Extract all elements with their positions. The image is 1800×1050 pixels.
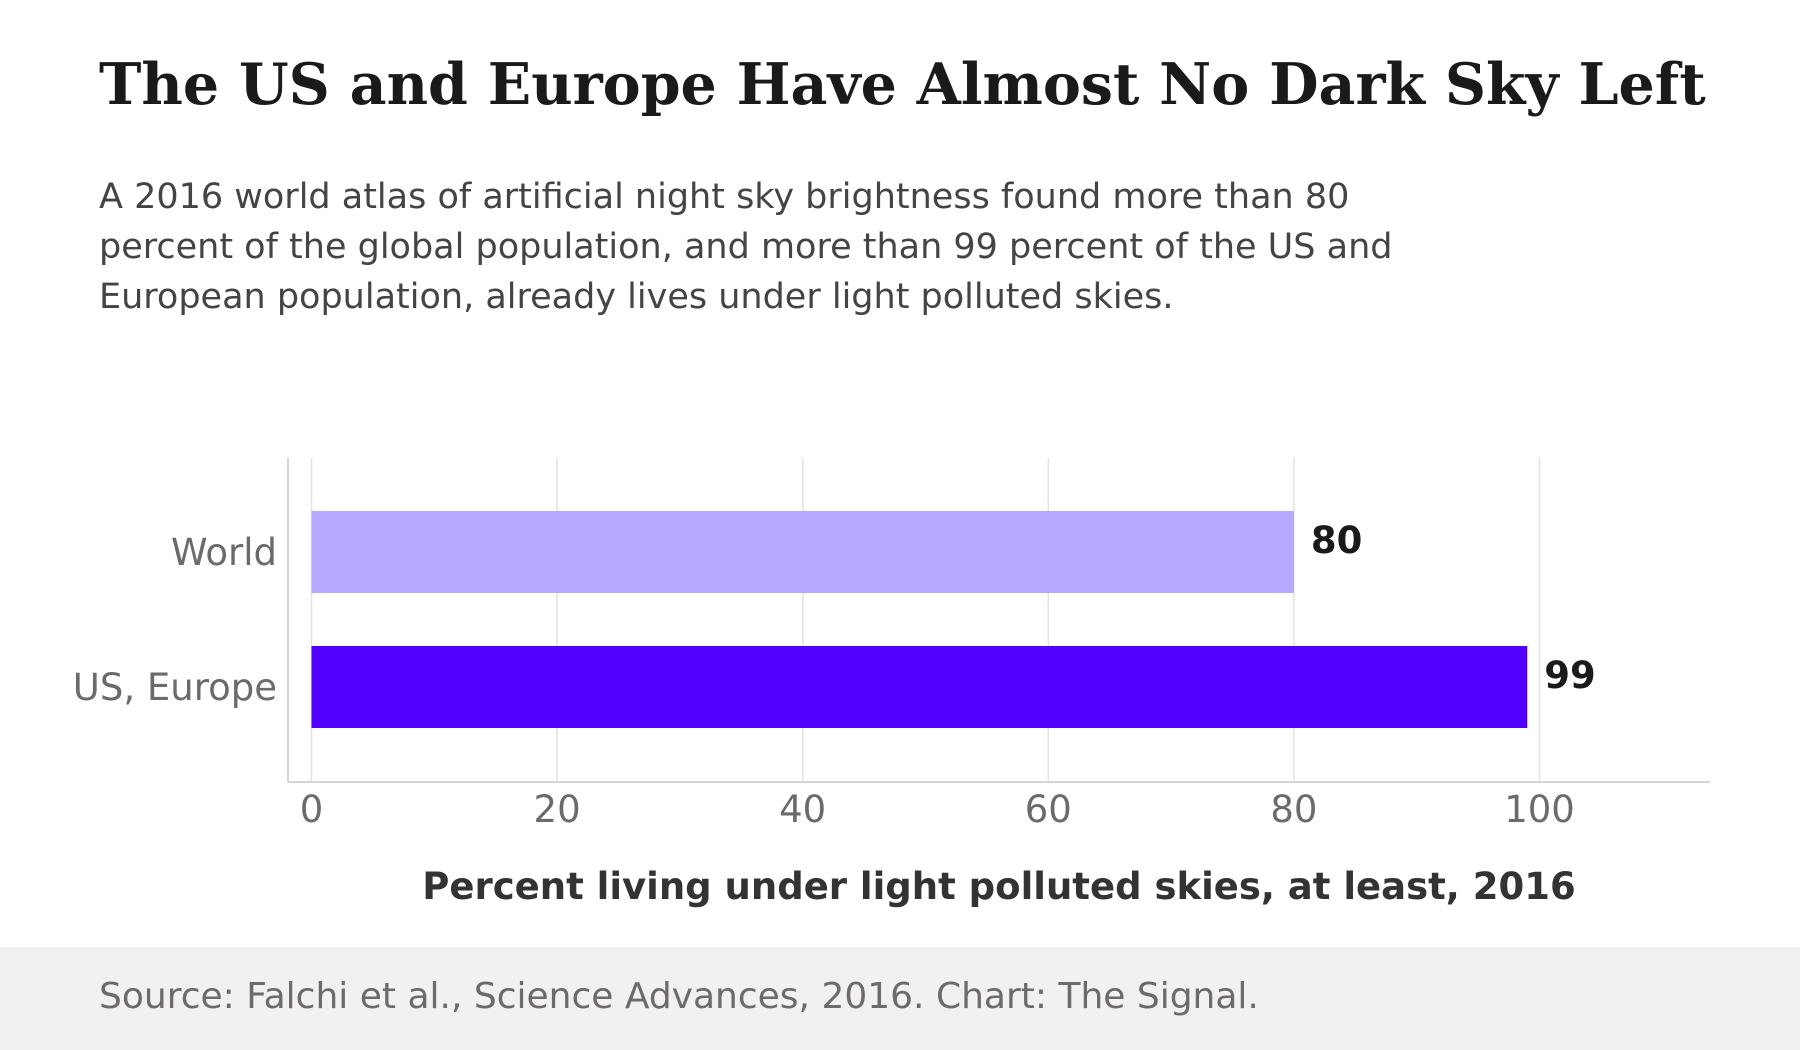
chart-subtitle: A 2016 world atlas of artificial night s… [99,177,1393,317]
x-tick-label: 100 [1504,788,1575,831]
x-axis-title: Percent living under light polluted skie… [422,865,1575,908]
label-layer: World 80 US, Europe 99 [73,519,1596,709]
x-tick-label: 60 [1025,788,1072,831]
x-tick-label: 40 [779,788,826,831]
data-label: 80 [1311,519,1363,562]
bar-chart: World 80 US, Europe 99 0 20 40 60 80 100 Percent… [73,458,1710,908]
grid-layer [310,458,1541,782]
x-tick-label: 20 [534,788,581,831]
bar-world [311,511,1294,593]
bar-layer [311,511,1528,728]
source-note: Source: Falchi et al., Science Advances,… [99,976,1259,1017]
x-tick-label: 0 [300,788,324,831]
data-label: 99 [1544,654,1596,697]
category-label: World [171,531,277,574]
x-tick-label: 80 [1270,788,1317,831]
category-label: US, Europe [73,666,277,709]
bar-us-europe [311,646,1528,728]
footer: Source: Falchi et al., Science Advances,… [0,947,1800,1050]
chart-title: The US and Europe Have Almost No Dark Sk… [99,51,1706,118]
tick-layer: 0 20 40 60 80 100 [300,788,1575,831]
